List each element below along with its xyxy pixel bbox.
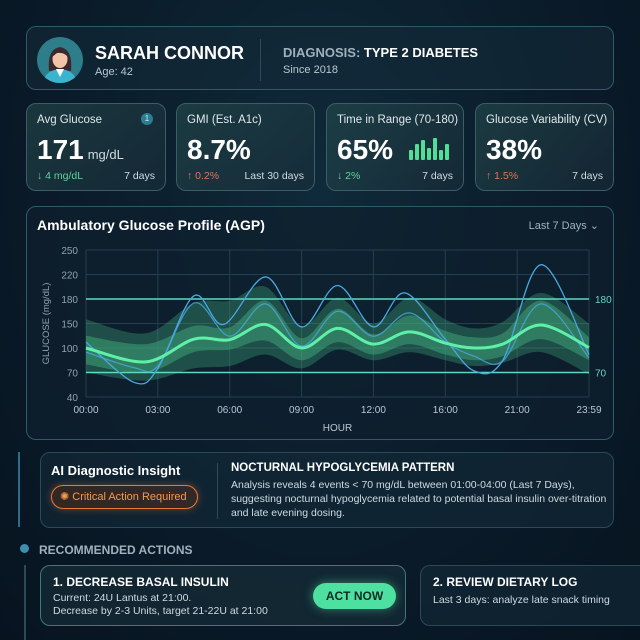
action-card-1: 1. DECREASE BASAL INSULIN Current: 24U L… bbox=[40, 565, 406, 626]
x-tick-label: 03:00 bbox=[145, 405, 170, 416]
critical-label: Critical Action Required bbox=[72, 491, 187, 503]
chevron-down-icon: ⌄ bbox=[589, 220, 599, 232]
kpi-delta: ↓ 2% bbox=[337, 170, 361, 182]
ai-insight-panel: AI Diagnostic Insight ✺ Critical Action … bbox=[40, 452, 614, 528]
mini-bar-chart-icon bbox=[409, 136, 449, 160]
chart-title: Ambulatory Glucose Profile (AGP) bbox=[37, 217, 265, 233]
diagnosis-label: DIAGNOSIS: bbox=[283, 45, 361, 60]
x-tick-label: 06:00 bbox=[217, 405, 242, 416]
alarm-icon: ✺ bbox=[60, 491, 70, 503]
y-tick-label: 150 bbox=[61, 320, 78, 331]
x-tick-label: 09:00 bbox=[289, 405, 314, 416]
kpi-value: 8.7% bbox=[187, 134, 251, 165]
kpi-time-in-range[interactable]: Time in Range (70-180) 65% ↓ 2% 7 days bbox=[326, 103, 464, 191]
divider bbox=[260, 39, 261, 81]
kpi-value: 38% bbox=[486, 134, 543, 165]
insight-text: Analysis reveals 4 events < 70 mg/dL bet… bbox=[231, 479, 607, 519]
y-tick-label: 70 bbox=[67, 369, 79, 380]
kpi-period: 7 days bbox=[572, 170, 603, 182]
kpi-period: 7 days bbox=[124, 170, 155, 182]
kpi-avg-glucose[interactable]: Avg Glucose 1 171 mg/dL ↓ 4 mg/dL 7 days bbox=[26, 103, 166, 191]
kpi-delta: ↑ 0.2% bbox=[187, 170, 220, 182]
kpi-delta: ↓ 4 mg/dL bbox=[37, 170, 84, 182]
band-25-75 bbox=[86, 300, 589, 373]
accent-rule bbox=[24, 565, 26, 640]
y-tick-label: 180 bbox=[61, 295, 78, 306]
kpi-unit: mg/dL bbox=[87, 147, 124, 162]
action-detail: Current: 24U Lantus at 21:00. Decrease by… bbox=[53, 592, 268, 618]
diagnosis: DIAGNOSIS: TYPE 2 DIABETES bbox=[283, 45, 478, 60]
kpi-delta: ↑ 1.5% bbox=[486, 170, 519, 182]
kpi-title: GMI (Est. A1c) bbox=[187, 114, 262, 126]
action-title: 2. REVIEW DIETARY LOG bbox=[433, 575, 578, 589]
act-now-button[interactable]: ACT NOW bbox=[313, 583, 396, 609]
diagnosis-since: Since 2018 bbox=[283, 64, 339, 76]
agp-chart-panel: Ambulatory Glucose Profile (AGP) Last 7 … bbox=[26, 206, 614, 440]
critical-badge[interactable]: ✺ Critical Action Required bbox=[51, 485, 198, 509]
x-axis-label: HOUR bbox=[323, 423, 352, 434]
kpi-gmi[interactable]: GMI (Est. A1c) 8.7% ↑ 0.2% Last 30 days bbox=[176, 103, 315, 191]
avatar bbox=[37, 37, 83, 83]
target-label: 70 bbox=[595, 369, 607, 380]
kpi-title: Glucose Variability (CV) bbox=[486, 114, 608, 126]
median-line bbox=[85, 322, 590, 364]
y-tick-label: 250 bbox=[61, 246, 78, 257]
patient-age: Age: 42 bbox=[95, 66, 133, 78]
individual-trace bbox=[85, 302, 590, 373]
action-card-2[interactable]: 2. REVIEW DIETARY LOG Last 3 days: analy… bbox=[420, 565, 640, 626]
target-label: 180 bbox=[595, 295, 612, 306]
kpi-title: Time in Range (70-180) bbox=[337, 114, 459, 126]
insight-pattern: NOCTURNAL HYPOGLYCEMIA PATTERN bbox=[231, 462, 455, 474]
action-line: Decrease by 2-3 Units, target 21-22U at … bbox=[53, 605, 268, 617]
action-title: 1. DECREASE BASAL INSULIN bbox=[53, 575, 229, 589]
kpi-value: 171 mg/dL bbox=[37, 134, 124, 166]
x-tick-label: 00:00 bbox=[73, 405, 98, 416]
y-tick-label: 220 bbox=[61, 271, 78, 282]
insight-title: AI Diagnostic Insight bbox=[51, 463, 181, 478]
x-tick-label: 16:00 bbox=[433, 405, 458, 416]
patient-header: SARAH CONNOR Age: 42 DIAGNOSIS: TYPE 2 D… bbox=[26, 26, 614, 90]
kpi-number: 171 bbox=[37, 134, 84, 165]
range-dropdown[interactable]: Last 7 Days ⌄ bbox=[529, 219, 599, 232]
y-tick-label: 100 bbox=[61, 344, 78, 355]
y-axis-label: GLUCOSE (mg/dL) bbox=[41, 283, 52, 365]
y-tick-label: 40 bbox=[67, 393, 79, 404]
info-badge[interactable]: 1 bbox=[141, 113, 153, 125]
kpi-variability[interactable]: Glucose Variability (CV) 38% ↑ 1.5% 7 da… bbox=[475, 103, 614, 191]
x-tick-label: 23:59 bbox=[576, 405, 601, 416]
action-detail: Last 3 days: analyze late snack timing bbox=[433, 594, 610, 606]
patient-name: SARAH CONNOR bbox=[95, 43, 245, 63]
kpi-period: 7 days bbox=[422, 170, 453, 182]
divider bbox=[217, 463, 218, 519]
action-line: Current: 24U Lantus at 21:00. bbox=[53, 592, 192, 604]
accent-rule bbox=[18, 452, 20, 527]
x-tick-label: 21:00 bbox=[505, 405, 530, 416]
range-value: Last 7 Days bbox=[528, 220, 587, 232]
x-tick-label: 12:00 bbox=[361, 405, 386, 416]
kpi-title: Avg Glucose bbox=[37, 114, 102, 126]
section-dot-icon bbox=[20, 544, 29, 553]
kpi-value: 65% bbox=[337, 134, 394, 165]
diagnosis-value: TYPE 2 DIABETES bbox=[363, 45, 479, 60]
section-heading: RECOMMENDED ACTIONS bbox=[39, 543, 193, 557]
kpi-period: Last 30 days bbox=[244, 170, 304, 182]
